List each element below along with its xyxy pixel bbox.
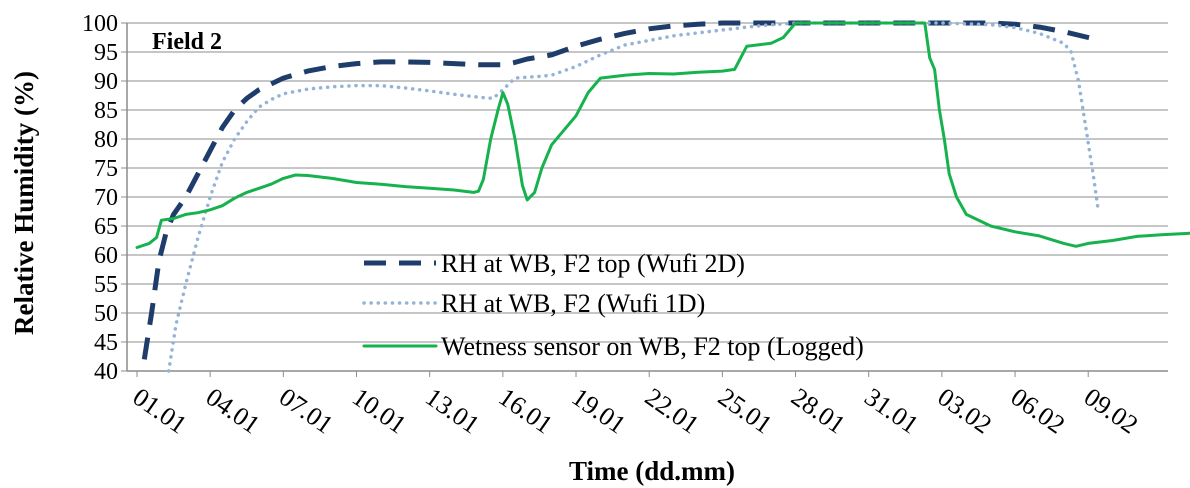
series-lines bbox=[135, 20, 1190, 373]
axes bbox=[126, 23, 1168, 377]
legend: RH at WB, F2 top (Wufi 2D) RH at WB, F2 … bbox=[362, 249, 864, 361]
y-tick-label: 45 bbox=[94, 330, 118, 356]
x-tick-label: 25.01 bbox=[713, 382, 778, 439]
x-axis-title: Time (dd.mm) bbox=[569, 456, 735, 486]
legend-label-logged: Wetness sensor on WB, F2 top (Logged) bbox=[441, 332, 864, 361]
y-tick-label: 40 bbox=[94, 359, 118, 385]
y-tick-label: 90 bbox=[94, 69, 118, 95]
x-tick-label: 09.02 bbox=[1079, 382, 1144, 439]
x-tick-label: 22.01 bbox=[640, 382, 705, 439]
y-tick-label: 50 bbox=[94, 301, 118, 327]
x-tick-label: 31.01 bbox=[859, 382, 924, 439]
legend-label-wufi-1d: RH at WB, F2 (Wufi 1D) bbox=[441, 289, 705, 318]
x-tick-label: 19.01 bbox=[567, 382, 632, 439]
x-tick-label: 06.02 bbox=[1006, 382, 1071, 439]
x-tick-label: 10.01 bbox=[347, 382, 412, 439]
y-tick-label: 100 bbox=[82, 11, 118, 37]
x-tick-label: 28.01 bbox=[786, 382, 851, 439]
x-tick-label: 04.01 bbox=[201, 382, 266, 439]
x-tick-labels: 01.01 04.01 07.01 10.01 13.01 16.01 19.01 22.01… bbox=[128, 382, 1144, 439]
y-tick-label: 85 bbox=[94, 98, 118, 124]
y-tick-label: 60 bbox=[94, 243, 118, 269]
x-tick-label: 01.01 bbox=[128, 382, 193, 439]
legend-label-wufi-2d: RH at WB, F2 top (Wufi 2D) bbox=[441, 249, 745, 278]
series-line-0 bbox=[141, 20, 1101, 360]
gridlines bbox=[121, 22, 1168, 372]
y-tick-label: 80 bbox=[94, 127, 118, 153]
x-tick-label: 03.02 bbox=[932, 382, 997, 439]
y-tick-label: 65 bbox=[94, 214, 118, 240]
y-axis-title: Relative Humidity (%) bbox=[9, 71, 39, 335]
x-tick-label: 07.01 bbox=[274, 382, 339, 439]
y-tick-label: 70 bbox=[94, 185, 118, 211]
y-tick-labels: 40 45 50 55 60 65 70 75 80 85 90 95 100 bbox=[82, 11, 118, 385]
series-line-2 bbox=[135, 21, 1190, 249]
y-tick-label: 55 bbox=[94, 272, 118, 298]
y-tick-label: 95 bbox=[94, 40, 118, 66]
y-tick-label: 75 bbox=[94, 156, 118, 182]
x-tick-label: 16.01 bbox=[493, 382, 558, 439]
panel-label: Field 2 bbox=[152, 29, 222, 55]
x-tick-label: 13.01 bbox=[420, 382, 485, 439]
